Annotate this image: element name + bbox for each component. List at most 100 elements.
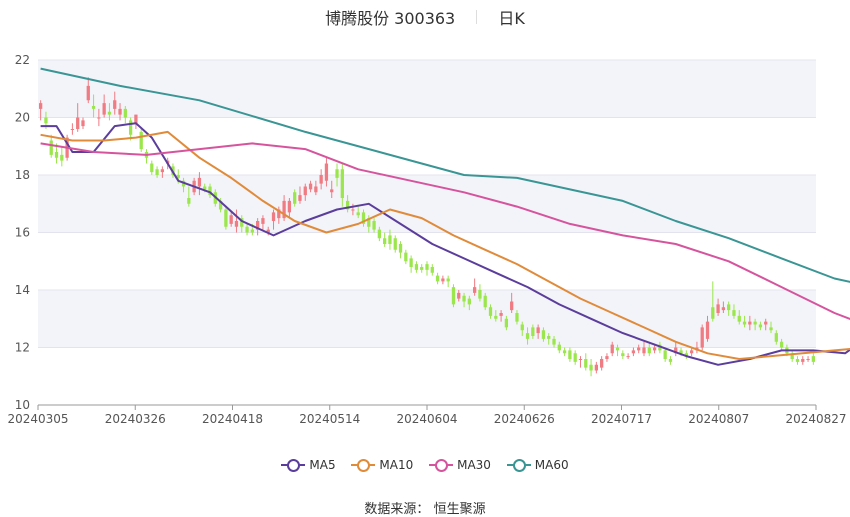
candle-body <box>197 177 202 187</box>
candle-body <box>742 321 747 325</box>
candle-body <box>91 106 96 109</box>
ma-line-ma30 <box>40 142 850 320</box>
legend-label-ma10: MA10 <box>379 458 414 472</box>
candle-body <box>234 221 239 227</box>
candle-body <box>531 327 535 336</box>
candle-body <box>240 218 244 227</box>
candle-body <box>128 120 133 135</box>
candle-body <box>637 347 641 351</box>
y-tick-label: 20 <box>15 111 30 125</box>
source-value: 恒生聚源 <box>433 502 486 517</box>
candle-body <box>430 267 434 273</box>
candle-body <box>330 189 334 193</box>
legend-label-ma30: MA30 <box>457 458 491 472</box>
candle-body <box>578 359 583 360</box>
candle-body <box>107 111 112 115</box>
candle-body <box>70 129 75 130</box>
candle-body <box>562 350 567 354</box>
candle-body <box>674 347 678 354</box>
candle-body <box>113 100 117 109</box>
candle-body <box>589 364 593 371</box>
candle-body <box>277 209 281 219</box>
candle-body <box>652 347 657 351</box>
candle-body <box>594 364 599 371</box>
candle-body <box>97 117 101 119</box>
candle-body <box>663 350 667 359</box>
candle-body <box>600 359 604 368</box>
candle-body <box>351 209 355 211</box>
candle-body <box>536 327 540 334</box>
candle-body <box>266 229 270 233</box>
candle-body <box>372 221 376 230</box>
x-tick-label: 20240604 <box>396 412 457 426</box>
stock-name-code: 博腾股份 300363 <box>325 9 456 28</box>
candle-body <box>467 298 471 305</box>
candle-body <box>806 359 810 360</box>
candle-body <box>679 350 683 354</box>
candle-body <box>298 195 302 201</box>
candle-body <box>245 226 249 233</box>
candle-body <box>711 307 715 319</box>
candle-body <box>393 238 397 250</box>
candle-body <box>483 295 487 308</box>
candle-body <box>150 163 154 173</box>
x-tick-label: 20240514 <box>299 412 360 426</box>
candle-body <box>811 356 815 362</box>
candle-body <box>584 359 588 368</box>
candle-body <box>420 267 424 270</box>
legend-item-ma30[interactable]: MA30 <box>429 458 491 472</box>
grid-band <box>38 290 816 348</box>
candle-body <box>504 318 509 328</box>
legend-label-ma60: MA60 <box>534 458 569 472</box>
candle-body <box>261 218 265 224</box>
candle-body <box>303 186 307 196</box>
candle-body <box>250 229 254 233</box>
y-tick-label: 22 <box>15 53 30 67</box>
candle-body <box>758 324 763 328</box>
candle-body <box>229 215 233 224</box>
candle-body <box>525 333 530 339</box>
legend-swatch-ma30 <box>429 458 454 472</box>
candle-body <box>610 344 614 354</box>
candle-body <box>356 212 360 216</box>
candle-body <box>367 218 371 227</box>
grid-band <box>38 60 816 118</box>
candle-body <box>255 221 260 230</box>
candle-body <box>795 359 800 362</box>
legend: MA5 MA10 MA30 MA60 <box>0 458 850 475</box>
candle-body <box>118 108 122 115</box>
candle-body <box>60 154 64 161</box>
x-tick-label: 20240717 <box>591 412 652 426</box>
candle-body <box>488 307 493 316</box>
candle-body <box>81 120 85 127</box>
candle-body <box>779 341 784 348</box>
candle-body <box>425 264 429 270</box>
candle-body <box>293 192 297 204</box>
legend-item-ma5[interactable]: MA5 <box>281 458 336 472</box>
x-tick-label: 20240305 <box>7 412 68 426</box>
candle-body <box>494 315 498 319</box>
candle-body <box>319 175 323 184</box>
legend-label-ma5: MA5 <box>309 458 336 472</box>
period-label: 日K <box>498 9 525 28</box>
candle-body <box>801 359 805 362</box>
candle-body <box>39 103 43 109</box>
candle-body <box>282 200 286 219</box>
legend-item-ma60[interactable]: MA60 <box>506 458 569 472</box>
candle-body <box>176 175 180 178</box>
candle-body <box>510 301 514 311</box>
candle-body <box>451 287 456 305</box>
candle-body <box>383 238 387 244</box>
candle-body <box>764 321 768 325</box>
candle-body <box>552 338 556 345</box>
legend-item-ma10[interactable]: MA10 <box>351 458 413 472</box>
candle-body <box>54 152 59 158</box>
candlestick-chart: 10 12 14 16 18 20 22 20240305 20240326 20240418 20… <box>7 53 850 426</box>
x-tick-label: 20240827 <box>785 412 846 426</box>
candle-body <box>748 321 752 325</box>
y-tick-label: 14 <box>15 283 30 297</box>
candle-body <box>457 292 461 299</box>
candle-body <box>224 209 228 227</box>
source-label: 数据来源： <box>364 502 430 517</box>
candle-body <box>716 304 720 313</box>
